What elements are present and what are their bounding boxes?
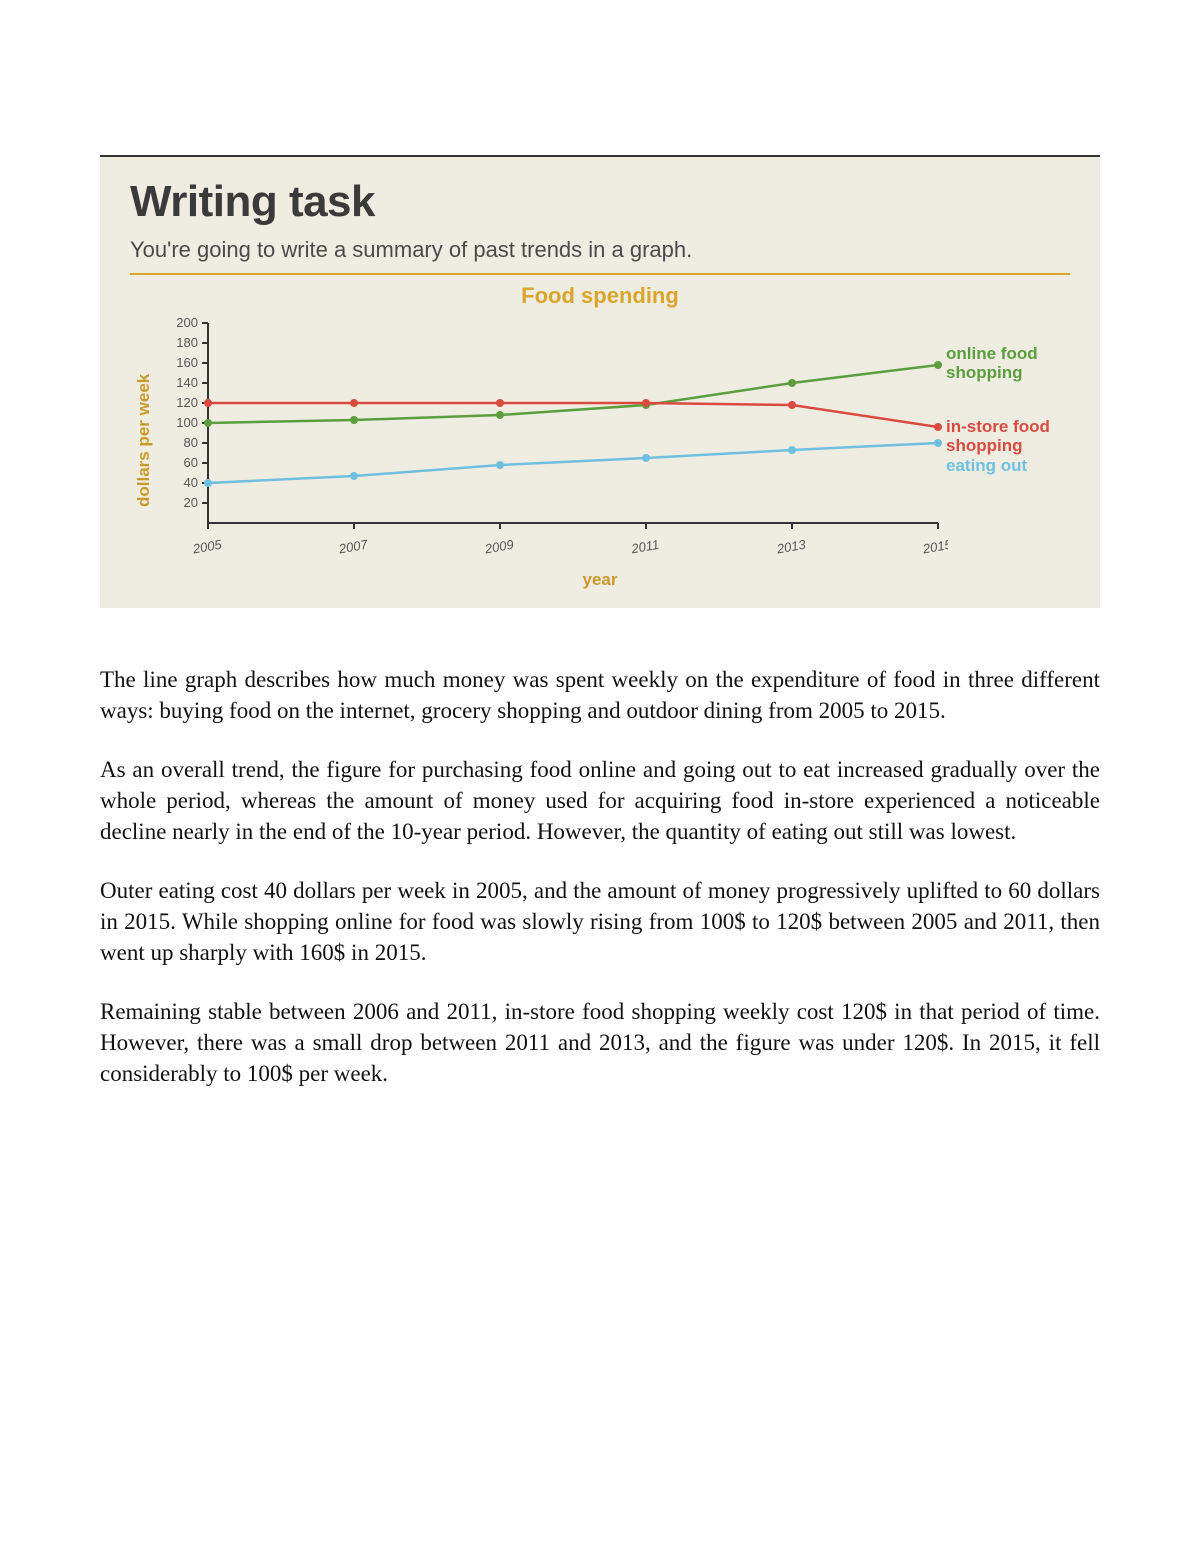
svg-text:2009: 2009: [483, 537, 515, 557]
svg-text:2011: 2011: [629, 537, 660, 557]
svg-text:40: 40: [184, 475, 198, 490]
series-label: in-store foodshopping: [946, 418, 1050, 455]
panel-subtitle: You're going to write a summary of past …: [130, 237, 1070, 275]
svg-text:200: 200: [176, 315, 198, 330]
chart-svg: 20 40 60 80 100 120 140 160 180 200 2005 2007 2009 20…: [158, 313, 948, 568]
legend-area: online foodshopping in-store foodshopping…: [946, 323, 1126, 523]
chart-plot: 20 40 60 80 100 120 140 160 180 200 2005 2007 2009 20…: [158, 313, 1070, 568]
series-label: eating out: [946, 457, 1027, 476]
panel-title: Writing task: [130, 177, 1070, 227]
svg-text:60: 60: [184, 455, 198, 470]
chart-panel: Writing task You're going to write a sum…: [100, 155, 1100, 608]
svg-text:20: 20: [184, 495, 198, 510]
chart-body: dollars per week 20 40 60 80 100 120 140 160 180…: [130, 313, 1070, 568]
series-label: online foodshopping: [946, 345, 1038, 382]
essay-paragraph: As an overall trend, the figure for purc…: [100, 754, 1100, 847]
page: Writing task You're going to write a sum…: [0, 0, 1200, 1150]
svg-text:2013: 2013: [775, 537, 808, 557]
chart: Food spending dollars per week 20 40 60 80 1…: [130, 283, 1070, 590]
svg-text:140: 140: [176, 375, 198, 390]
svg-text:80: 80: [184, 435, 198, 450]
svg-text:160: 160: [176, 355, 198, 370]
y-axis-label: dollars per week: [130, 313, 158, 568]
essay-paragraph: The line graph describes how much money …: [100, 664, 1100, 726]
x-axis-label: year: [130, 570, 1070, 590]
svg-text:120: 120: [176, 395, 198, 410]
svg-text:180: 180: [176, 335, 198, 350]
svg-text:100: 100: [176, 415, 198, 430]
svg-text:2007: 2007: [337, 537, 370, 557]
essay-paragraph: Outer eating cost 40 dollars per week in…: [100, 875, 1100, 968]
essay-paragraph: Remaining stable between 2006 and 2011, …: [100, 996, 1100, 1089]
svg-text:2005: 2005: [191, 537, 224, 557]
essay-body: The line graph describes how much money …: [100, 664, 1100, 1090]
chart-title: Food spending: [130, 283, 1070, 309]
svg-text:2015: 2015: [921, 537, 948, 557]
